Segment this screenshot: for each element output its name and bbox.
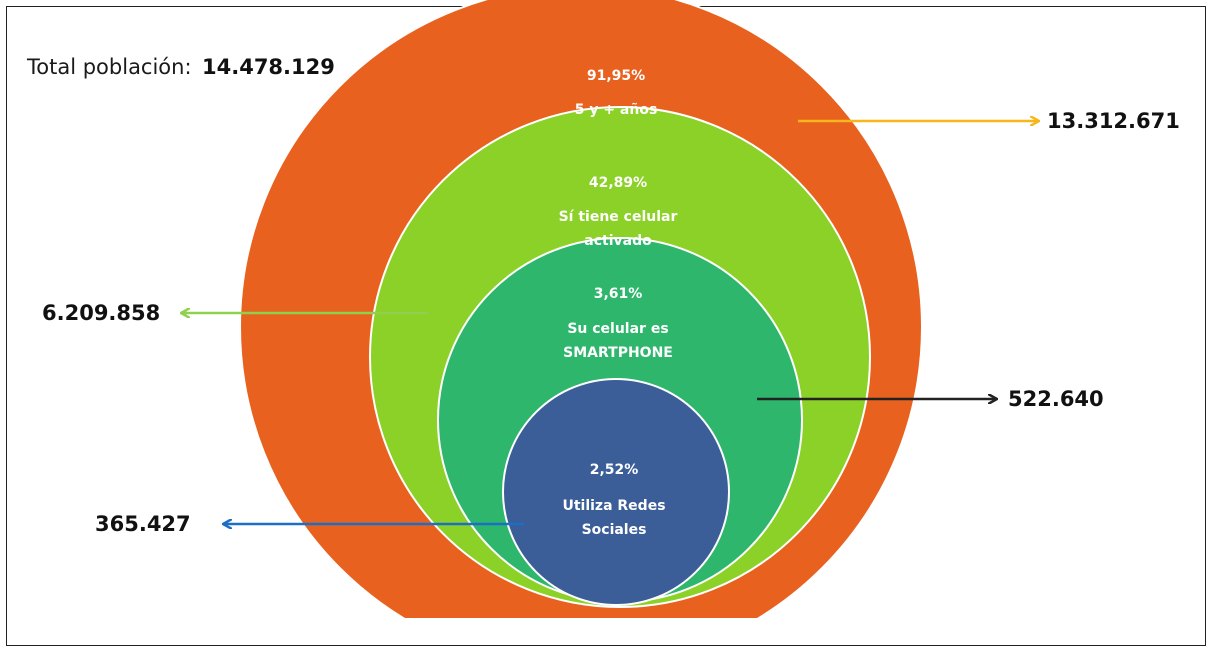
total-population: Total población: 14.478.129 [26,55,335,79]
level-social-label-line1: Utiliza Redes [562,498,665,514]
value-social: 365.427 [95,512,191,536]
level-smartphone-label-line1: Su celular es [567,321,668,337]
value-smartphone: 522.640 [1008,387,1104,411]
level-social-label-line2: Sociales [582,522,647,538]
level-5-years-percent: 91,95% [587,68,645,84]
value-5-years: 13.312.671 [1047,109,1180,133]
level-cellphone-percent: 42,89% [589,175,647,191]
total-population-value: 14.478.129 [202,55,335,79]
level-smartphone-label-line2: SMARTPHONE [563,345,673,361]
total-population-label: Total población: [26,55,192,79]
level-5-years-label: 5 y + años [575,102,658,118]
nested-circles-diagram: Total población: 14.478.129 91,95% 5 y +… [26,0,1180,618]
circle-social-networks [502,378,730,606]
level-social-percent: 2,52% [590,462,639,478]
value-cellphone: 6.209.858 [42,301,160,325]
level-cellphone-label-line2: activado [584,233,652,249]
level-cellphone-label-line1: Sí tiene celular [559,209,678,225]
level-smartphone-percent: 3,61% [594,286,643,302]
